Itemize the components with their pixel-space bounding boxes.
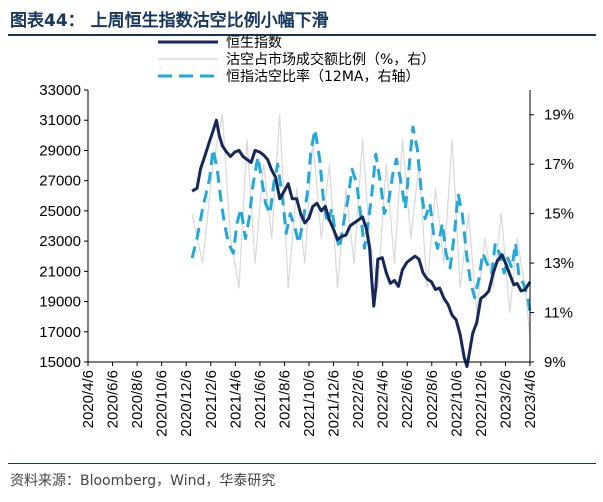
left-tick-label: 27000	[39, 173, 81, 190]
series-layer	[190, 114, 532, 368]
legend-label-2: 沽空占市场成交额比例（%，右）	[226, 51, 435, 68]
series-hsi-line	[191, 118, 532, 368]
x-tick-label: 2021/8/6	[276, 370, 293, 428]
x-tick-label: 2022/12/6	[473, 370, 490, 437]
right-tick-label: 9%	[544, 354, 566, 371]
x-tick-label: 2021/2/6	[203, 370, 220, 428]
left-tick-label: 17000	[39, 324, 81, 341]
axes: 33000 31000 29000 27000 25000 23000 21000 19000…	[39, 82, 574, 437]
left-tick-label: 21000	[39, 263, 81, 280]
legend-label-3: 恒指沽空比率（12MA，右轴）	[226, 68, 419, 85]
x-tick-label: 2022/8/6	[424, 370, 441, 428]
title-rule	[8, 34, 596, 36]
x-tick-label: 2020/4/6	[80, 370, 97, 428]
left-tick-label: 31000	[39, 112, 81, 129]
x-tick-label: 2020/6/6	[105, 370, 122, 428]
right-tick-label: 19%	[544, 107, 574, 124]
legend-label-1: 恒生指数	[226, 35, 282, 51]
series-short-ratio-ma-line	[190, 125, 532, 313]
x-tick-label: 2021/6/6	[252, 370, 269, 428]
left-tick-label: 33000	[39, 82, 81, 99]
x-tick-label: 2020/12/6	[178, 370, 195, 437]
left-tick-label: 15000	[39, 354, 81, 371]
left-tick-label: 29000	[39, 142, 81, 159]
x-tick-label: 2022/2/6	[350, 370, 367, 428]
x-tick-label: 2022/4/6	[375, 370, 392, 428]
left-tick-label: 19000	[39, 294, 81, 311]
left-tick-label: 23000	[39, 233, 81, 250]
x-tick-label: 2023/2/6	[497, 370, 514, 428]
chart-title: 图表44： 上周恒生指数沽空比例小幅下滑	[10, 11, 329, 31]
x-tick-label: 2020/10/6	[154, 370, 171, 437]
x-tick-label: 2021/12/6	[326, 370, 343, 437]
source-note: 资料来源：Bloomberg，Wind，华泰研究	[10, 473, 276, 489]
right-tick-label: 11%	[544, 305, 573, 322]
x-tick-label: 2023/4/6	[522, 370, 539, 428]
x-tick-label: 2020/8/6	[129, 370, 146, 428]
footer-rule	[8, 463, 596, 464]
right-tick-label: 15%	[544, 206, 574, 223]
right-tick-label: 17%	[544, 156, 574, 173]
left-tick-label: 25000	[39, 203, 81, 220]
title-bar: 图表44： 上周恒生指数沽空比例小幅下滑	[0, 0, 603, 34]
x-tick-label: 2021/10/6	[301, 370, 318, 437]
x-tick-label: 2022/10/6	[448, 370, 465, 437]
right-tick-label: 13%	[544, 255, 574, 272]
x-tick-label: 2021/4/6	[227, 370, 244, 428]
series-short-ratio-line	[191, 114, 531, 338]
x-tick-label: 2022/6/6	[399, 370, 416, 428]
